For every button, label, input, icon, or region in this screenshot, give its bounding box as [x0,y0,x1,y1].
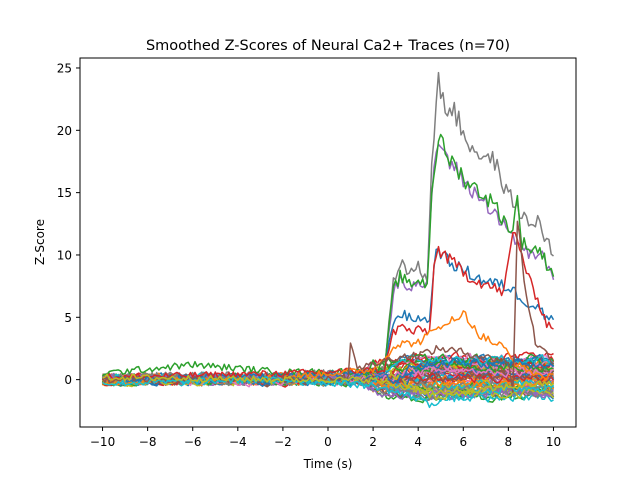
trace-line [102,373,554,401]
y-axis-label: Z-Score [33,219,47,265]
x-tick-label: 4 [414,435,422,449]
y-tick-label: 10 [57,248,72,262]
x-tick-label: −6 [184,435,202,449]
y-tick-label: 5 [64,311,72,325]
x-tick-label: 6 [459,435,467,449]
x-tick-label: −4 [229,435,247,449]
chart-title: Smoothed Z-Scores of Neural Ca2+ Traces … [146,38,510,54]
x-tick-label: 8 [505,435,513,449]
x-tick-label: 10 [546,435,561,449]
x-tick-label: −8 [139,435,157,449]
x-tick-label: −10 [90,435,115,449]
trace-line [102,71,554,380]
x-tick-label: 0 [324,435,332,449]
y-tick-label: 0 [64,373,72,387]
x-tick-label: 2 [369,435,377,449]
x-axis-ticks: −10 −8 −6 −4 −2 0 2 4 6 8 10 [90,427,561,449]
trace-lines [101,71,555,409]
y-tick-label: 15 [57,186,72,200]
x-tick-label: −2 [274,435,292,449]
trace-line [101,310,554,386]
y-tick-label: 25 [57,61,72,75]
y-tick-label: 20 [57,124,72,138]
y-axis-ticks: 0 5 10 15 20 25 [57,61,80,387]
x-axis-label: Time (s) [303,457,353,471]
trace-line [101,231,554,381]
